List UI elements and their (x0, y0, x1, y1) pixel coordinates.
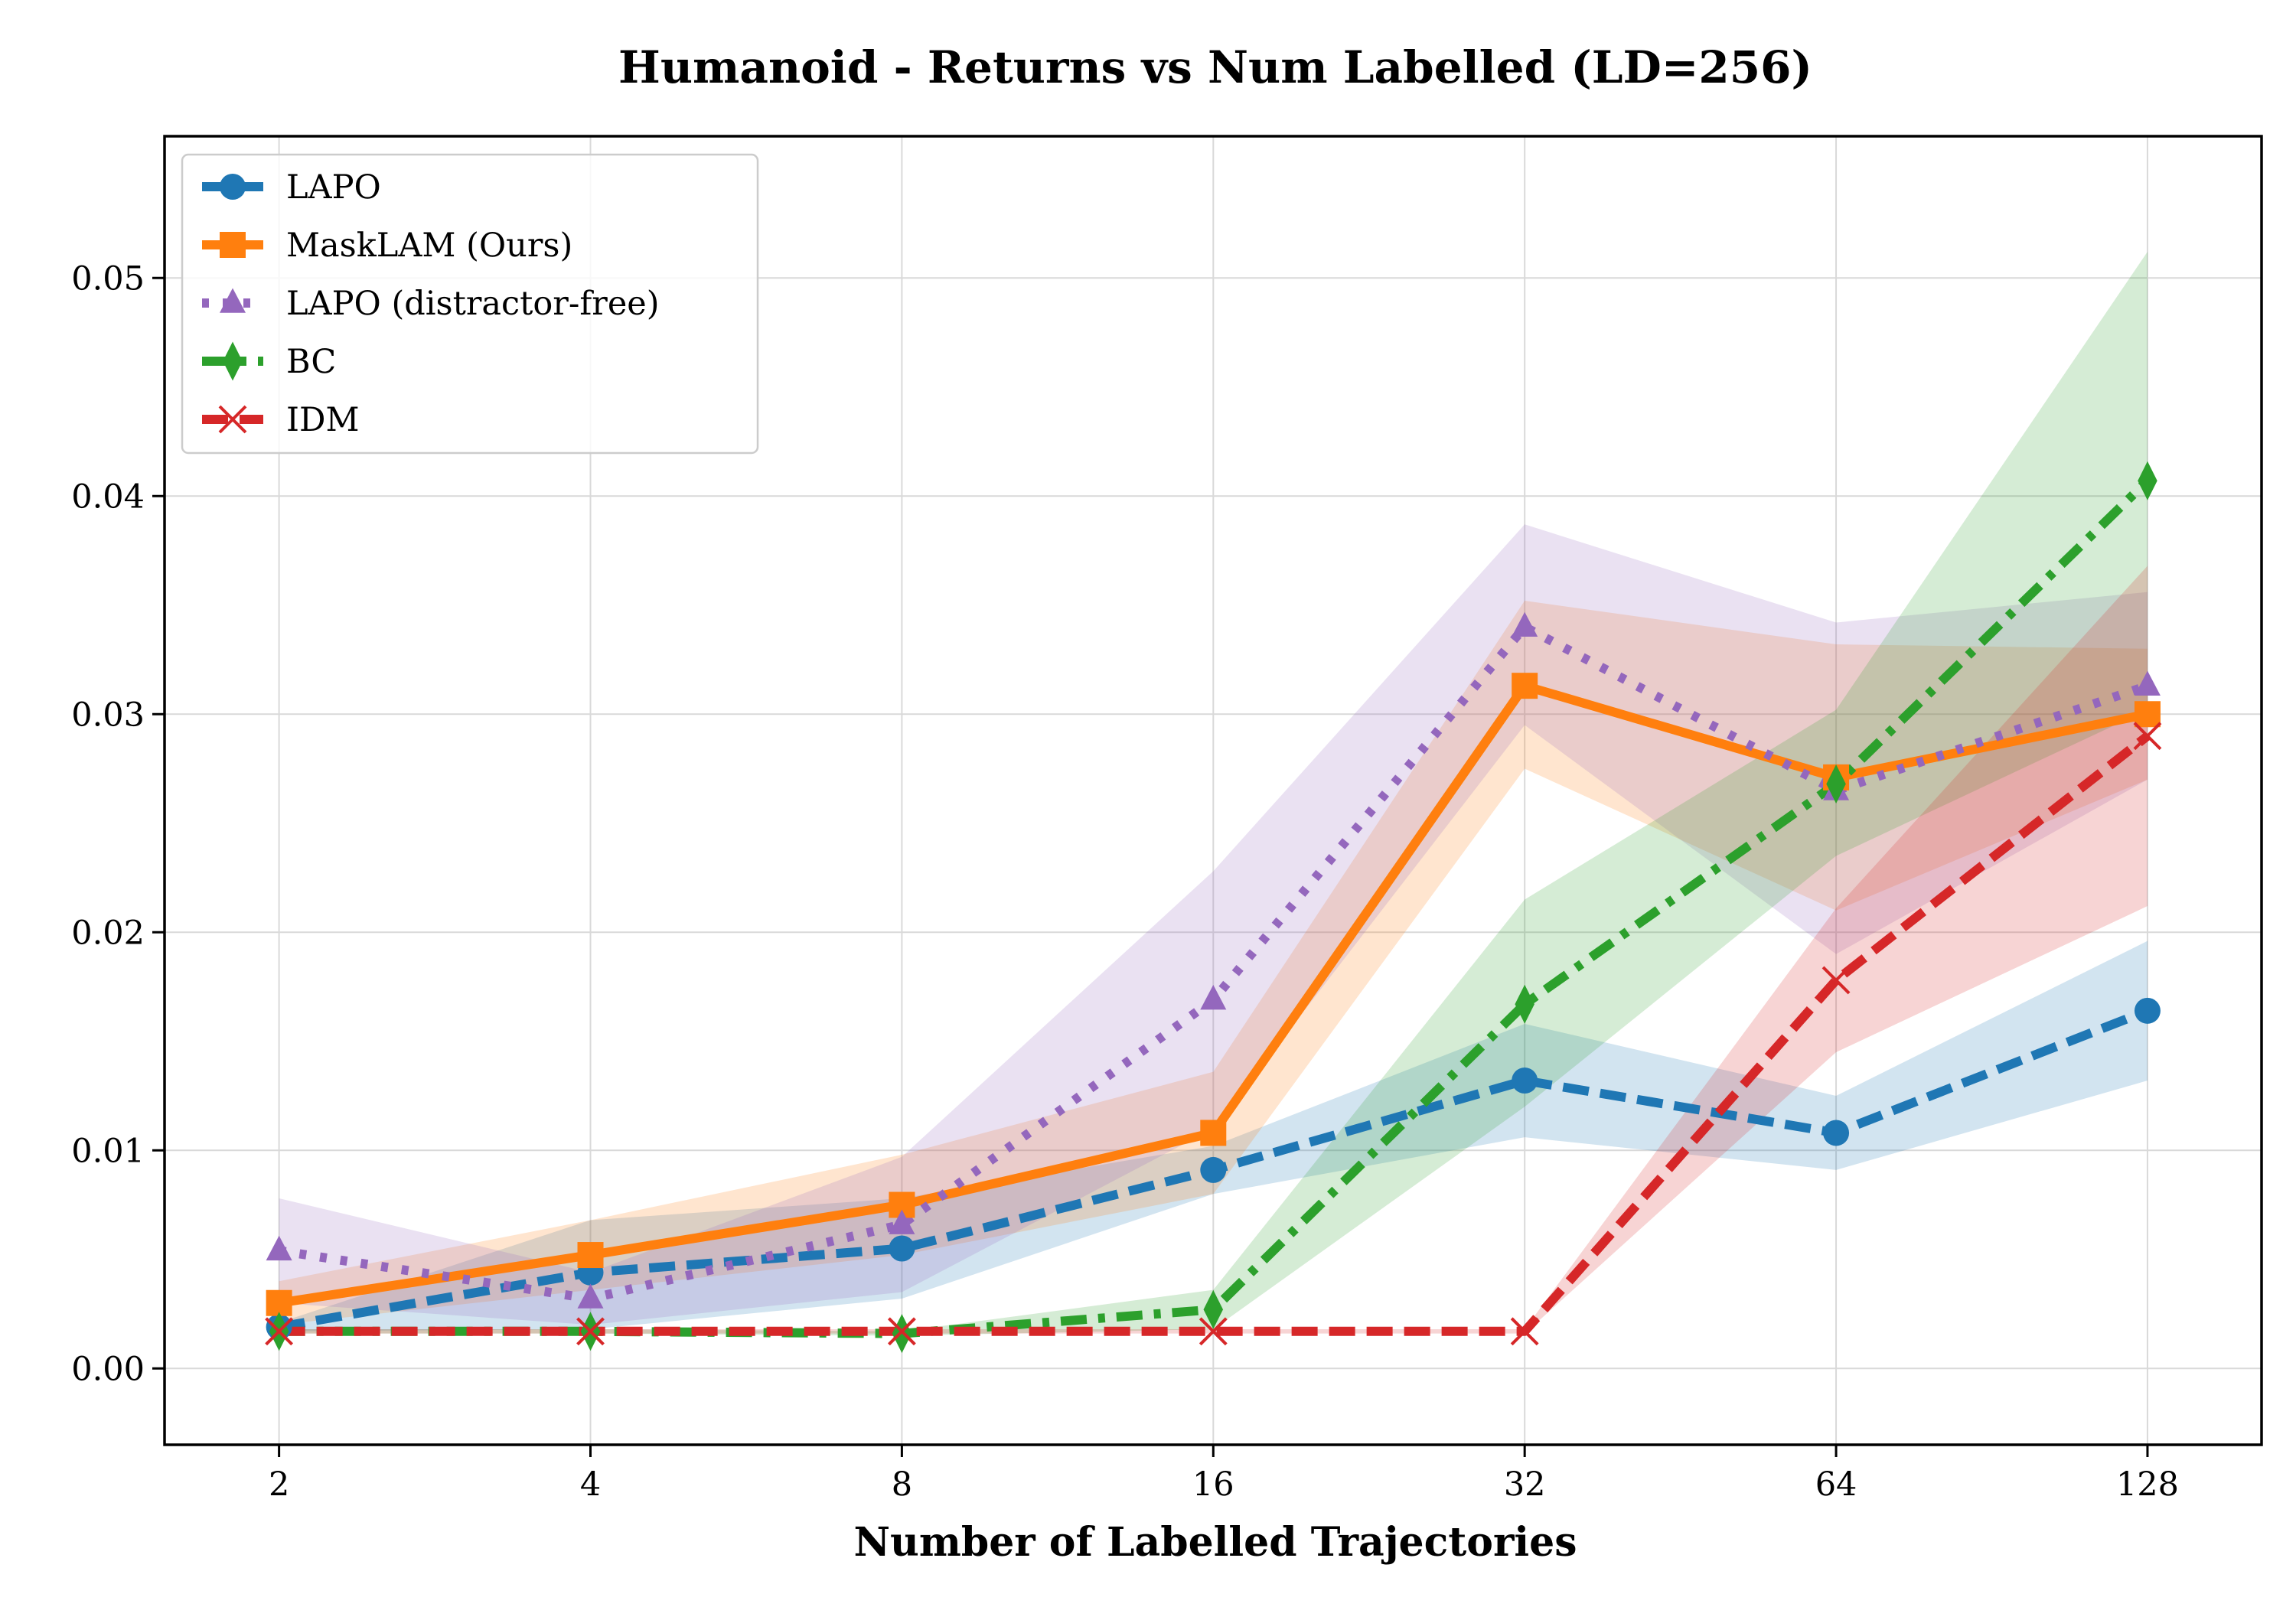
series-markers (265, 461, 2162, 1354)
legend-marker (220, 174, 246, 200)
legend-marker (220, 232, 246, 258)
data-point (1823, 1120, 1850, 1146)
data-point (1512, 1068, 1538, 1094)
data-point (892, 1314, 912, 1354)
x-tick-label: 2 (269, 1465, 289, 1504)
legend-label: LAPO (distractor-free) (286, 285, 660, 323)
data-point (1510, 1317, 1539, 1346)
y-tick-label: 0.00 (71, 1350, 145, 1388)
data-point (1199, 1317, 1228, 1346)
data-point (577, 1242, 604, 1269)
data-point (266, 1289, 292, 1316)
x-tick-label: 32 (1504, 1465, 1546, 1504)
data-point (2134, 701, 2161, 728)
data-point (2134, 670, 2161, 696)
x-tick-label: 8 (892, 1465, 912, 1504)
y-tick-label: 0.03 (71, 696, 145, 734)
y-tick-label: 0.02 (71, 914, 145, 952)
data-point (2134, 997, 2161, 1024)
data-point (2138, 461, 2157, 500)
x-tick-label: 64 (1815, 1465, 1857, 1504)
data-point (1515, 984, 1534, 1024)
data-point (265, 1317, 294, 1346)
data-point (1826, 764, 1846, 804)
data-point (2133, 722, 2162, 751)
data-point (266, 1235, 292, 1261)
legend-marker (220, 288, 246, 313)
x-tick-label: 16 (1192, 1465, 1234, 1504)
legend-label: LAPO (286, 168, 381, 207)
legend-label: IDM (286, 401, 360, 439)
plot-frame (163, 135, 2263, 1446)
y-tick-label: 0.04 (71, 478, 145, 516)
data-point (1821, 966, 1851, 995)
data-point (889, 1209, 915, 1234)
axes: 2 4 8 16 32 64 128 0.00 0.01 0.02 0.03 0.04 0.05 (71, 135, 2263, 1504)
x-tick-label: 4 (580, 1465, 601, 1504)
error-band (279, 601, 2148, 1325)
chart-title: Humanoid - Returns vs Num Labelled (LD=2… (618, 41, 1812, 93)
data-point (576, 1317, 605, 1346)
y-tick-label: 0.01 (71, 1132, 145, 1170)
legend: LAPO MaskLAM (Ours) LAPO (distractor-free)… (181, 153, 759, 455)
data-point (1200, 1156, 1227, 1183)
legend-box (181, 153, 759, 455)
data-point (577, 1283, 604, 1309)
data-point (1200, 985, 1227, 1010)
x-tick-label: 128 (2116, 1465, 2179, 1504)
data-point (1200, 1120, 1227, 1146)
legend-label: MaskLAM (Ours) (286, 227, 572, 265)
x-axis-label: Number of Labelled Trajectories (854, 1519, 1577, 1566)
data-point (889, 1235, 915, 1262)
data-point (1203, 1289, 1224, 1329)
data-point (887, 1317, 916, 1346)
data-point (1512, 611, 1538, 637)
error-band (279, 524, 2148, 1325)
legend-marker (218, 405, 247, 434)
data-point (1512, 673, 1538, 699)
error-band (279, 252, 2148, 1336)
legend-label: BC (286, 343, 336, 381)
legend-marker (223, 341, 243, 381)
y-tick-label: 0.05 (71, 259, 145, 298)
error-band (279, 566, 2148, 1334)
